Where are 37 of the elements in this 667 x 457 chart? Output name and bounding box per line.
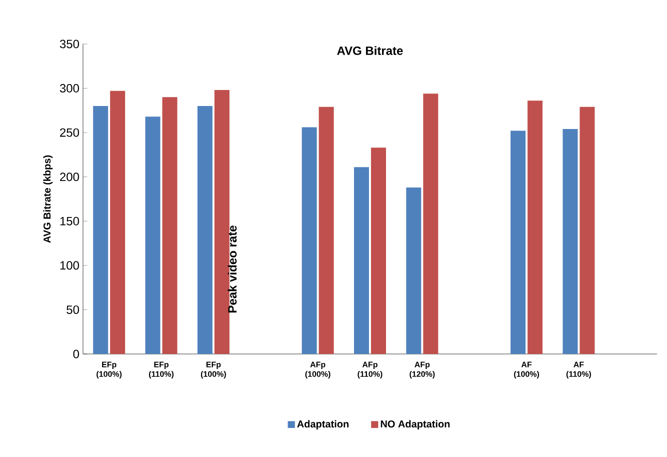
x-tick-label: AFp (100%) bbox=[305, 362, 330, 378]
x-tick-label: EFp (100%) bbox=[96, 362, 122, 378]
legend-label: NO Adaptation bbox=[380, 420, 450, 430]
bar bbox=[371, 148, 386, 354]
bar bbox=[302, 127, 317, 354]
y-tick-label: 200 bbox=[60, 172, 80, 182]
bar bbox=[162, 97, 178, 354]
x-tick-label: AF (110%) bbox=[566, 362, 591, 378]
x-tick-label: AF (100%) bbox=[514, 362, 540, 378]
legend-label: Adaptation bbox=[297, 420, 348, 430]
bar bbox=[197, 106, 212, 354]
bar bbox=[354, 167, 369, 354]
annotation: Peak video rate bbox=[228, 226, 237, 312]
bar bbox=[93, 106, 108, 354]
bar bbox=[214, 90, 230, 354]
y-tick-label: 150 bbox=[60, 216, 80, 226]
bar bbox=[145, 116, 160, 354]
y-tick-label: 50 bbox=[66, 305, 80, 314]
x-tick-label: AFp (120%) bbox=[410, 362, 435, 378]
y-tick-label: 300 bbox=[60, 84, 80, 93]
x-tick-label: EFp (110%) bbox=[148, 362, 174, 378]
x-tick-label: AFp (110%) bbox=[358, 362, 382, 378]
y-axis-title: AVG Bitrate (kbps) bbox=[43, 155, 53, 243]
bar bbox=[423, 94, 438, 354]
bar bbox=[528, 100, 543, 354]
y-tick-label: 0 bbox=[73, 350, 80, 358]
y-tick-label: 350 bbox=[60, 40, 80, 48]
bar bbox=[110, 90, 126, 354]
bar bbox=[510, 130, 526, 354]
bar bbox=[318, 106, 334, 354]
x-tick-label: EFp (100%) bbox=[200, 362, 226, 378]
chart-title: AVG Bitrate bbox=[337, 46, 403, 55]
y-tick-label: 250 bbox=[60, 128, 80, 137]
bar bbox=[580, 106, 595, 354]
y-tick-label: 100 bbox=[60, 261, 80, 270]
bar bbox=[406, 187, 422, 354]
bar bbox=[562, 129, 578, 354]
